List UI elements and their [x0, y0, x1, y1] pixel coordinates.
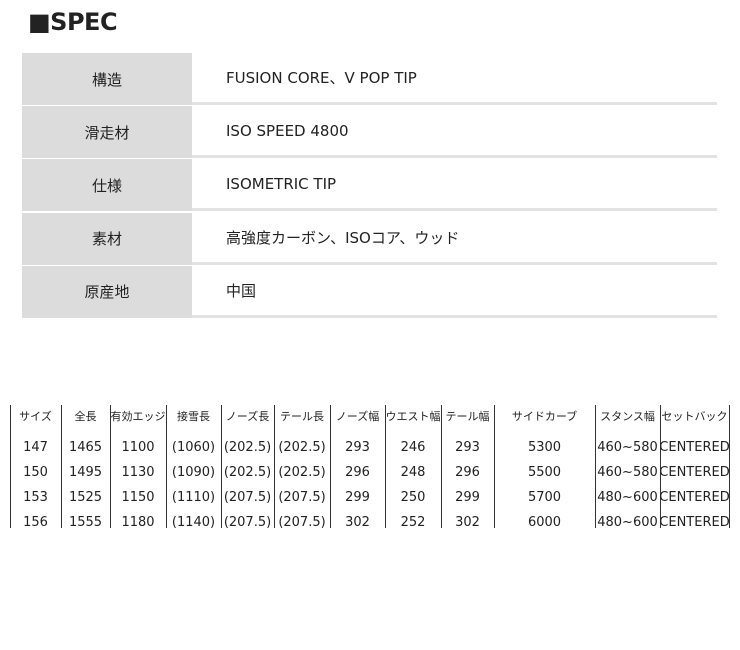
table-cell: (207.5) [278, 490, 326, 505]
table-cell: 1150 [121, 490, 155, 505]
table-header: ノーズ長 [225, 410, 270, 423]
table-cell: 153 [23, 490, 48, 505]
table-cell: 302 [345, 515, 370, 530]
spec-label: 滑走材 [22, 106, 192, 159]
table-header: 全長 [74, 410, 97, 423]
column-divider [729, 405, 730, 528]
table-header: セットバック [661, 410, 728, 423]
column-divider [166, 405, 167, 528]
spec-value: 高強度カーボン、ISOコア、ウッド [192, 213, 717, 265]
table-cell: 156 [23, 515, 48, 530]
column-divider [61, 405, 62, 528]
table-cell: 293 [345, 440, 370, 455]
table-header: 有効エッジ [110, 410, 166, 423]
table-cell: CENTERED [659, 515, 730, 530]
table-header: テール幅 [445, 410, 490, 423]
column-divider [110, 405, 111, 528]
table-cell: 250 [400, 490, 426, 505]
column-divider [660, 405, 661, 528]
table-cell: 5500 [527, 465, 562, 480]
table-cell: 1180 [121, 515, 155, 530]
spec-label: 原産地 [22, 265, 192, 318]
table-cell: CENTERED [659, 465, 730, 480]
table-cell: 246 [400, 440, 426, 455]
table-cell: 302 [455, 515, 480, 530]
column-divider [10, 405, 11, 528]
table-cell: (202.5) [278, 440, 326, 455]
table-cell: 460~580 [597, 440, 658, 455]
table-cell: 150 [23, 465, 48, 480]
spec-value: FUSION CORE、V POP TIP [192, 53, 717, 105]
table-cell: 1130 [121, 465, 155, 480]
table-cell: 1100 [121, 440, 155, 455]
table-cell: 296 [345, 465, 370, 480]
column-divider [385, 405, 386, 528]
table-cell: (202.5) [223, 440, 272, 455]
table-cell: 480~600 [597, 490, 658, 505]
table-header: テール長 [280, 410, 324, 423]
spec-label: 構造 [22, 53, 192, 105]
column-divider [221, 405, 222, 528]
table-cell: 299 [345, 490, 370, 505]
column-divider [274, 405, 275, 528]
spec-label: 素材 [22, 212, 192, 265]
table-cell: 1495 [68, 465, 103, 480]
spec-value: ISOMETRIC TIP [192, 159, 717, 212]
table-cell: (202.5) [278, 465, 326, 480]
spec-value: ISO SPEED 4800 [192, 106, 717, 159]
table-cell: 480~600 [597, 515, 658, 530]
page-title: ■SPEC [28, 8, 118, 36]
spec-value: 中国 [192, 266, 717, 318]
table-cell: 1525 [68, 490, 103, 505]
table-cell: CENTERED [659, 490, 730, 505]
table-cell: 1465 [68, 440, 103, 455]
column-divider [330, 405, 331, 528]
table-cell: CENTERED [659, 440, 730, 455]
column-divider [595, 405, 596, 528]
table-cell: (1110) [171, 490, 216, 505]
table-cell: 293 [455, 440, 480, 455]
column-divider [494, 405, 495, 528]
table-header: ウエスト幅 [385, 410, 441, 423]
table-header: サイズ [19, 410, 52, 423]
table-header: ノーズ幅 [335, 410, 380, 423]
table-cell: 5700 [527, 490, 562, 505]
spec-label: 仕様 [22, 159, 192, 212]
table-cell: 1555 [68, 515, 103, 530]
table-cell: 299 [455, 490, 480, 505]
table-header: 接雪長 [177, 410, 210, 423]
table-cell: 296 [455, 465, 480, 480]
table-cell: (1090) [171, 465, 216, 480]
table-cell: 147 [23, 440, 48, 455]
table-cell: 460~580 [597, 465, 658, 480]
table-header: サイドカーブ [511, 410, 578, 423]
table-cell: (207.5) [223, 490, 272, 505]
table-cell: (1140) [171, 515, 216, 530]
table-cell: 252 [400, 515, 426, 530]
table-cell: (202.5) [223, 465, 272, 480]
table-cell: (207.5) [223, 515, 272, 530]
table-cell: 6000 [527, 515, 562, 530]
table-cell: 5300 [527, 440, 562, 455]
table-cell: (1060) [171, 440, 216, 455]
column-divider [441, 405, 442, 528]
table-cell: (207.5) [278, 515, 326, 530]
table-header: スタンス幅 [600, 410, 655, 423]
table-cell: 248 [400, 465, 426, 480]
